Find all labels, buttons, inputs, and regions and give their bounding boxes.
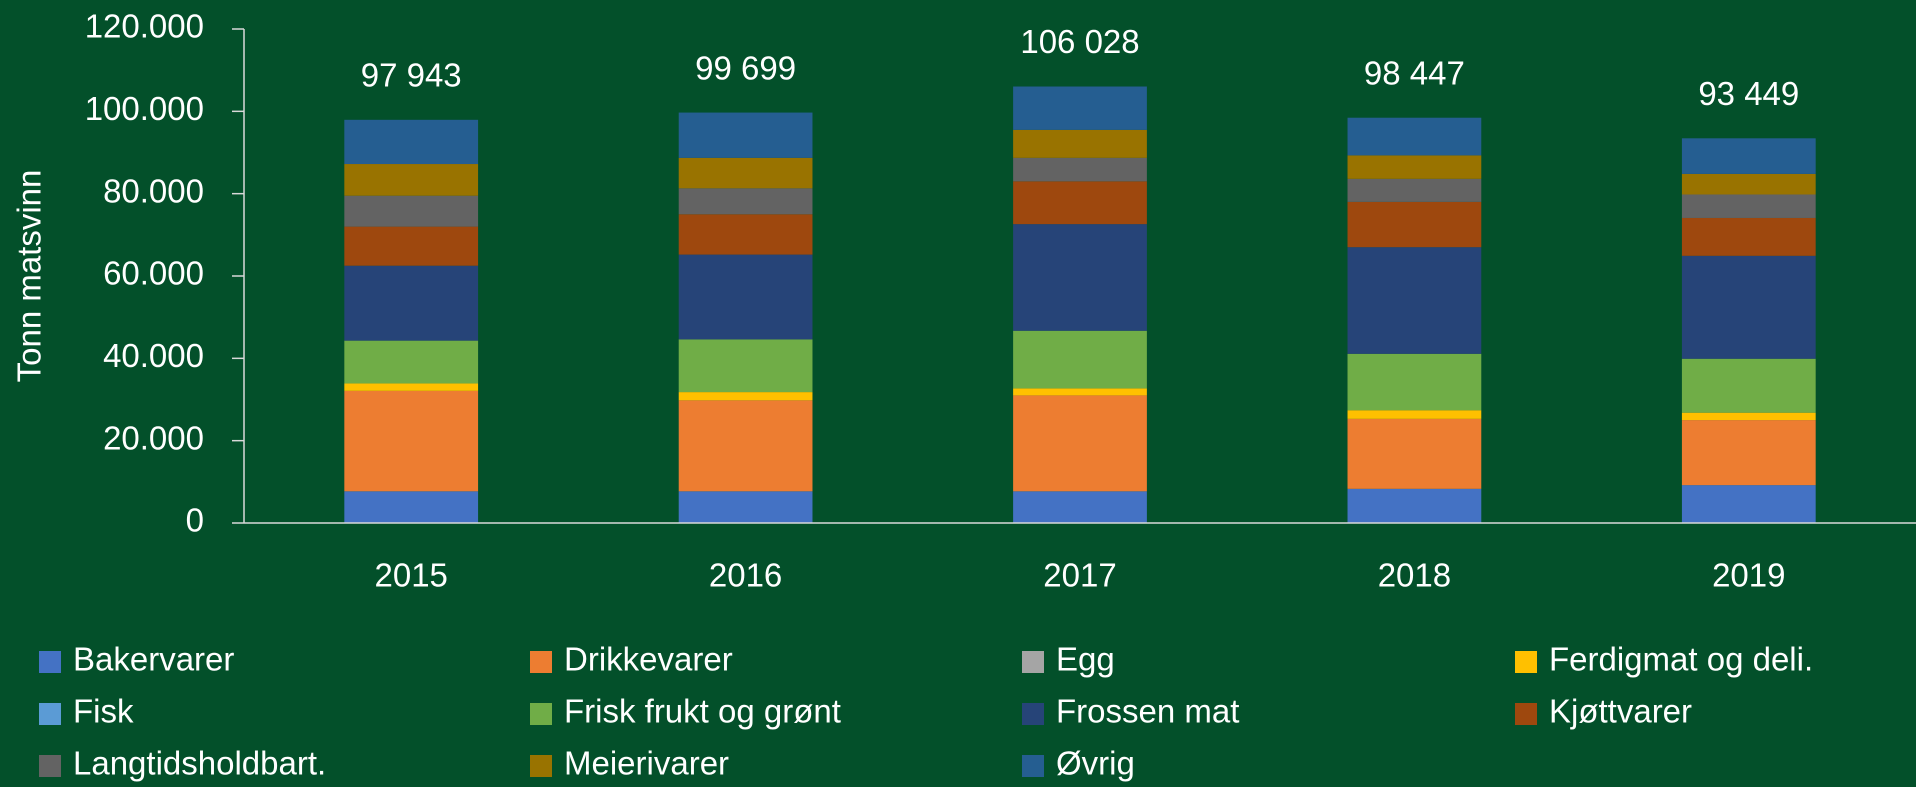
total-label: 97 943 [361, 57, 462, 94]
legend-swatch [39, 703, 61, 725]
bar-segment [1681, 138, 1816, 174]
bar-segment [1681, 358, 1816, 413]
legend-label: Drikkevarer [564, 641, 733, 678]
y-tick-label: 40.000 [103, 337, 204, 374]
x-tick-label: 2018 [1378, 557, 1451, 594]
legend-label: Meierivarer [564, 745, 729, 782]
bar-segment [1013, 224, 1147, 331]
bar-segment [1681, 217, 1816, 256]
legend-label: Fisk [73, 693, 134, 730]
bar-segment [678, 491, 813, 523]
bar-segment [1347, 155, 1482, 179]
bar-segment [344, 390, 479, 492]
legend-swatch [1515, 703, 1537, 725]
x-tick-label: 2016 [709, 557, 782, 594]
total-label: 99 699 [695, 49, 796, 86]
bar-segment [1013, 181, 1147, 225]
y-axis-label: Tonn matsvinn [11, 170, 48, 383]
legend-swatch [39, 755, 61, 777]
bar-segment [344, 340, 479, 384]
bar-segment [1013, 330, 1147, 389]
bar-segment [1013, 86, 1147, 130]
bar-segment [1681, 194, 1816, 218]
bar-segment [1347, 353, 1482, 411]
y-tick-label: 120.000 [85, 8, 204, 45]
bar-segment [678, 112, 813, 158]
bar-segment [1681, 420, 1816, 486]
bar-segment [1681, 173, 1816, 195]
bar-segment [1347, 178, 1482, 202]
bar-segment [344, 491, 479, 523]
bar-segment [1347, 418, 1482, 489]
x-tick-label: 2019 [1712, 557, 1785, 594]
bar-segment [1013, 388, 1147, 396]
bar-segment [1681, 412, 1816, 421]
legend-label: Langtidsholdbart. [73, 745, 326, 782]
legend-swatch [1022, 703, 1044, 725]
y-tick-label: 0 [186, 502, 204, 539]
bar-segment [344, 164, 479, 196]
y-tick-label: 100.000 [85, 90, 204, 127]
bar-segment [678, 400, 813, 492]
bar-segment [1681, 255, 1816, 359]
total-label: 98 447 [1364, 54, 1465, 91]
bar-segment [1013, 157, 1147, 182]
bar-segment [1347, 410, 1482, 419]
legend-swatch [1022, 755, 1044, 777]
bar-segment [1347, 247, 1482, 354]
legend-label: Kjøttvarer [1549, 693, 1692, 730]
bar-segment [344, 195, 479, 227]
legend-swatch [1515, 651, 1537, 673]
legend-label: Øvrig [1056, 745, 1135, 782]
bar-segment [678, 254, 813, 340]
total-label: 93 449 [1698, 75, 1799, 112]
total-label: 106 028 [1020, 23, 1139, 60]
bar-segment [678, 157, 813, 189]
x-tick-label: 2015 [374, 557, 447, 594]
bar-segment [678, 339, 813, 393]
x-tick-label: 2017 [1043, 557, 1116, 594]
legend-swatch [530, 703, 552, 725]
bar-segment [1013, 395, 1147, 492]
bar-segment [1681, 485, 1816, 523]
legend-label: Frossen mat [1056, 693, 1239, 730]
legend-swatch [530, 755, 552, 777]
legend-swatch [39, 651, 61, 673]
bar-segment [344, 226, 479, 266]
bar-segment [1347, 201, 1482, 248]
legend-label: Frisk frukt og grønt [564, 693, 841, 730]
bar-segment [1013, 129, 1147, 158]
bar-segment [1347, 117, 1482, 156]
bar-segment [1347, 488, 1482, 523]
bar-segment [344, 383, 479, 391]
legend-swatch [530, 651, 552, 673]
legend-label: Bakervarer [73, 641, 234, 678]
bar-segment [678, 392, 813, 401]
bar-segment [678, 214, 813, 255]
y-tick-label: 80.000 [103, 172, 204, 209]
legend-label: Ferdigmat og deli. [1549, 641, 1813, 678]
bar-segment [344, 265, 479, 341]
bar-segment [344, 119, 479, 165]
y-tick-label: 60.000 [103, 255, 204, 292]
legend-label: Egg [1056, 641, 1115, 678]
bar-segment [678, 188, 813, 215]
legend-swatch [1022, 651, 1044, 673]
y-tick-label: 20.000 [103, 419, 204, 456]
bar-segment [1013, 491, 1147, 523]
